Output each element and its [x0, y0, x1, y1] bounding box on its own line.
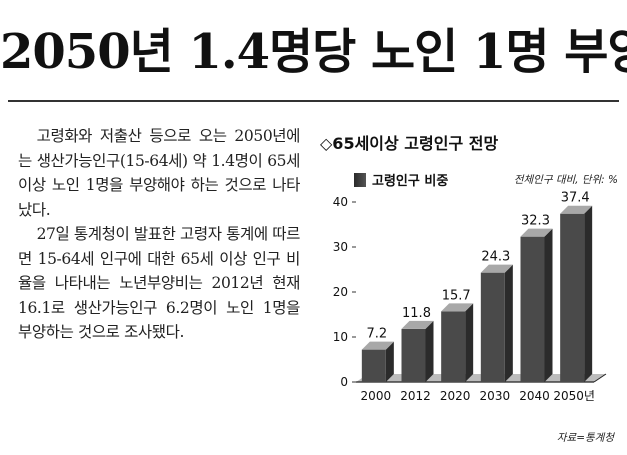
bar-side — [544, 228, 553, 382]
bar-top — [361, 341, 394, 350]
article-paragraph-2: 27일 통계청이 발표한 고령자 통계에 따르면 15-64세 인구에 대한 6… — [18, 225, 300, 341]
chart-source: 자료=통계청 — [556, 432, 614, 444]
bar — [361, 349, 386, 382]
bar-value-label: 7.2 — [366, 327, 387, 342]
chart-panel: ◇65세이상 고령인구 전망 고령인구 비중 전체인구 대비, 단위: % 0 1… — [320, 126, 620, 446]
bar-value-label: 15.7 — [442, 288, 471, 303]
bar — [401, 328, 426, 382]
bar — [560, 213, 585, 382]
bar-top — [520, 228, 553, 237]
bar-top — [441, 303, 474, 312]
bar-top — [560, 205, 593, 214]
x-tick-label: 2030 — [480, 389, 511, 403]
legend-label: 고령인구 비중 — [372, 174, 449, 189]
bar-side — [465, 303, 474, 382]
bar-value-label: 24.3 — [481, 250, 510, 265]
bar-chart: 0102030407.2200011.8201215.7202024.32030… — [333, 191, 607, 403]
bar-side — [425, 320, 434, 382]
x-tick-label: 2012 — [400, 389, 431, 403]
chart-title: ◇65세이상 고령인구 전망 — [320, 134, 499, 153]
bar — [480, 272, 505, 382]
y-tick-label: 20 — [333, 285, 348, 299]
x-tick-label: 2040 — [519, 389, 550, 403]
unit-note: 전체인구 대비, 단위: % — [513, 174, 618, 186]
article-body: 고령화와 저출산 등으로 오는 2050년에는 생산가능인구(15-64세) 약… — [18, 124, 300, 345]
y-tick-label: 0 — [340, 375, 348, 389]
bar-side — [504, 264, 513, 382]
bar-side — [385, 341, 394, 382]
x-axis-depth-line — [593, 373, 607, 383]
article-paragraph-1: 고령화와 저출산 등으로 오는 2050년에는 생산가능인구(15-64세) 약… — [18, 127, 300, 219]
headline-rule — [8, 100, 619, 102]
legend-swatch — [354, 172, 366, 187]
headline: 2050년 1.4명당 노인 1명 부양 — [0, 24, 627, 80]
bar-value-label: 11.8 — [402, 306, 431, 321]
x-tick-label: 2050년 — [553, 389, 595, 403]
bar-top — [480, 264, 513, 273]
chart-legend: 고령인구 비중 — [354, 170, 448, 189]
bar-value-label: 37.4 — [561, 191, 590, 206]
bar — [441, 311, 466, 382]
bar-top — [401, 320, 434, 329]
y-tick-label: 30 — [333, 240, 348, 254]
y-tick-label: 10 — [333, 330, 348, 344]
x-tick-label: 2000 — [361, 389, 392, 403]
bar — [520, 236, 545, 382]
x-tick-label: 2020 — [440, 389, 471, 403]
bar-side — [584, 205, 593, 382]
y-tick-label: 40 — [333, 195, 348, 209]
bar-value-label: 32.3 — [521, 214, 550, 229]
